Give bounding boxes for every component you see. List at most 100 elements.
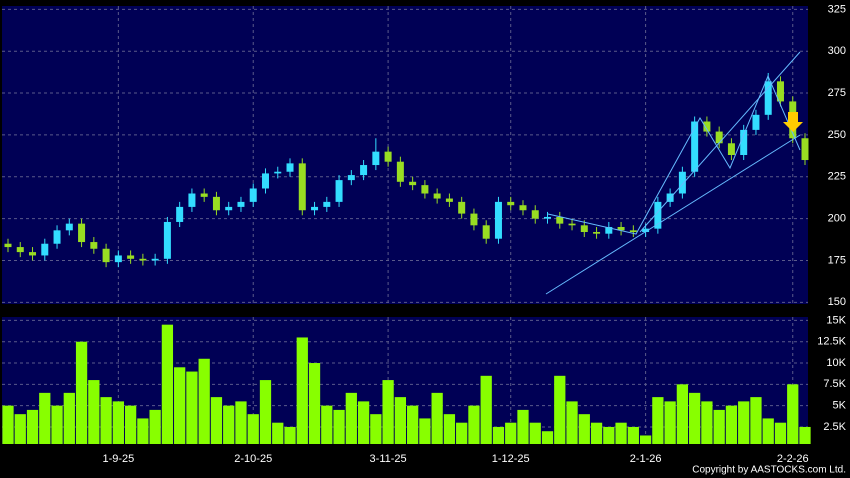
y-tick-label: 150 [828,296,846,308]
volume-bar [505,422,517,444]
volume-bar [541,431,554,444]
candle-body [519,205,527,211]
volume-bar [713,409,725,444]
volume-bar [603,426,615,444]
candle-body [65,223,73,231]
candle-body [531,210,539,219]
volume-bar [333,409,345,444]
volume-bar [161,324,174,444]
candle-body [593,232,601,234]
zigzag [547,74,801,235]
candle-body [237,201,245,207]
volume-bar [345,392,357,444]
volume-bar [407,405,419,444]
candle-body [801,138,809,161]
channel-lower [545,134,801,295]
candle-body [617,226,625,231]
volume-bar [799,426,811,444]
volume-bar [308,363,321,444]
candle-body [249,188,257,202]
candle-body [261,173,269,189]
candle-body [409,181,417,186]
volume-bar [554,375,566,444]
volume-bar [382,380,394,444]
volume-bar [468,405,480,444]
candle-body [163,221,171,259]
volume-bar [88,380,100,444]
volume-bar [590,422,603,444]
channel-upper [639,51,801,233]
y-tick-label: 200 [828,213,846,225]
candle-body [274,171,282,174]
candle-body [556,216,564,224]
candle-body [16,247,24,253]
signal-arrow [783,112,803,132]
volume-bar [247,414,259,444]
volume-bar [419,418,431,444]
candle-body [568,223,576,226]
volume-bar [2,405,14,444]
candle-body [286,163,294,172]
volume-bar [284,426,296,444]
candle-body [384,151,392,162]
volume-bar [112,401,124,444]
x-tick-label: 2-1-26 [630,453,662,465]
copyright: Copyright by AASTOCKS.com Ltd. [692,465,846,476]
volume-bar [456,422,468,444]
volume-bar [701,401,713,444]
mark-layer [2,72,811,444]
candle-body [176,206,184,222]
candle-body [507,201,515,206]
volume-bar [787,384,799,444]
candle-body [494,201,502,239]
x-tick-label: 1-9-25 [102,453,134,465]
candle-body [127,255,135,259]
volume-bar [676,384,689,444]
volume-bar [186,371,198,444]
candle-body [642,228,650,233]
volume-bar [762,418,774,444]
y-tick-label: 2.5K [823,421,846,433]
volume-bar [689,392,701,444]
candle-body [335,180,343,202]
candle-body [372,151,380,166]
volume-bar [774,422,787,444]
candle-body [311,206,319,211]
volume-bar [394,397,406,444]
x-tick-label: 1-12-25 [492,453,530,465]
y-tick-label: 250 [828,129,846,141]
x-tick-label: 2-2-26 [777,453,809,465]
candle-body [188,193,196,207]
candle-body [139,258,147,261]
candle-body [114,255,122,263]
volume-bar [738,401,750,444]
y-tick-label: 10K [826,357,846,369]
volume-bar [100,397,112,444]
candle-body [740,129,748,155]
y-tick-label: 175 [828,254,846,266]
volume-bar [75,341,88,444]
volume-bar [492,426,505,444]
volume-bar [63,392,75,444]
volume-bar [431,392,443,444]
candle-body [629,230,637,233]
candle-body [225,206,233,211]
volume-bar [357,401,370,444]
candle-body [298,163,306,211]
volume-bar [296,337,308,444]
volume-bar [578,414,590,444]
volume-bar [639,435,652,444]
candle-body [703,121,711,132]
volume-bar [272,422,284,444]
volume-bar [210,397,223,444]
candle-body [482,225,490,239]
candle-body [654,201,662,229]
candle-body [200,193,208,197]
candle-body [360,165,368,176]
y-tick-label: 7.5K [823,378,846,390]
volume-bar [137,418,149,444]
volume-bar [124,405,137,444]
volume-bar [529,422,541,444]
volume-bar [321,405,333,444]
